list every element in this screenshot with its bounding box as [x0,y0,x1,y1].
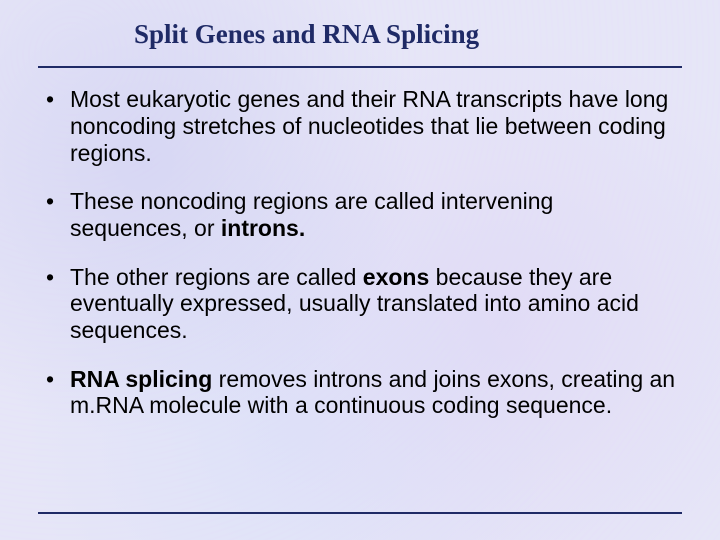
text-run: Most eukaryotic genes and their RNA tran… [70,86,668,165]
slide-title: Split Genes and RNA Splicing [134,18,682,50]
list-item: These noncoding regions are called inter… [40,188,676,241]
bullet-list: Most eukaryotic genes and their RNA tran… [40,86,676,419]
list-item: The other regions are called exons becau… [40,264,676,344]
text-run: The other regions are called [70,264,363,290]
bottom-underline [38,512,682,514]
list-item: Most eukaryotic genes and their RNA tran… [40,86,676,166]
content-area: Most eukaryotic genes and their RNA tran… [38,68,682,512]
slide: Split Genes and RNA Splicing Most eukary… [0,0,720,540]
bold-text-run: exons [363,264,429,290]
title-block: Split Genes and RNA Splicing [38,18,682,60]
text-run: These noncoding regions are called inter… [70,188,553,241]
bold-text-run: RNA splicing [70,366,212,392]
bold-text-run: introns. [221,215,305,241]
list-item: RNA splicing removes introns and joins e… [40,366,676,419]
